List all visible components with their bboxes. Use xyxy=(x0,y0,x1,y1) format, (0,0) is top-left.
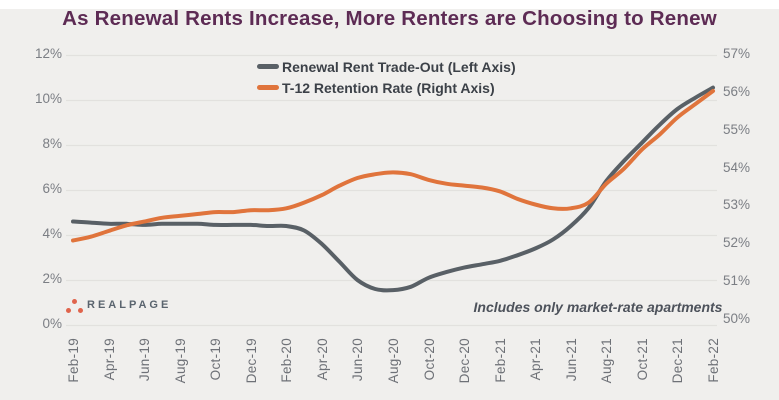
logo-dot xyxy=(66,307,71,313)
legend-item-retention-rate: T-12 Retention Rate (Right Axis) xyxy=(257,77,516,98)
x-axis-tick-label: Feb-21 xyxy=(492,338,508,383)
x-axis-tick-label: Feb-22 xyxy=(706,338,721,383)
left-axis-tick-label: 10% xyxy=(34,91,62,106)
x-axis-tick-label: Apr-20 xyxy=(314,338,330,381)
left-axis-tick-label: 12% xyxy=(34,46,62,61)
x-axis-tick-label: Dec-21 xyxy=(670,338,686,384)
right-axis-tick-label: 52% xyxy=(723,235,751,251)
left-axis-tick-label: 6% xyxy=(42,181,62,196)
x-axis-tick-label: Aug-19 xyxy=(172,338,188,384)
legend-label-renewal-rent: Renewal Rent Trade-Out (Left Axis) xyxy=(282,58,516,75)
logo-dot xyxy=(72,298,77,304)
legend: Renewal Rent Trade-Out (Left Axis) T-12 … xyxy=(257,56,516,98)
x-axis-tick-label: Aug-21 xyxy=(599,338,615,384)
x-axis-tick-label: Dec-20 xyxy=(457,338,473,384)
realpage-logo: REALPAGE xyxy=(64,296,171,314)
series-line-t12-retention-rate xyxy=(71,89,715,243)
x-axis-tick-label: Aug-20 xyxy=(386,338,401,384)
left-axis-tick-label: 0% xyxy=(42,316,62,331)
right-axis-tick-label: 53% xyxy=(723,197,751,213)
x-axis-tick-label: Oct-19 xyxy=(208,338,224,381)
x-axis-tick-label: Apr-21 xyxy=(528,338,544,381)
legend-item-renewal-rent: Renewal Rent Trade-Out (Left Axis) xyxy=(257,56,516,77)
realpage-dots-icon xyxy=(64,298,83,313)
x-axis-tick-label: Jun-20 xyxy=(350,338,366,382)
x-axis-tick-label: Apr-19 xyxy=(101,338,117,381)
x-axis-tick-label: Oct-20 xyxy=(421,338,437,381)
right-axis-tick-label: 57% xyxy=(723,46,751,61)
x-axis-tick-label: Feb-20 xyxy=(279,338,295,383)
right-axis-tick-label: 51% xyxy=(723,273,751,289)
x-axis-tick-label: Feb-19 xyxy=(66,338,81,383)
realpage-logo-text: REALPAGE xyxy=(87,299,172,311)
logo-dot xyxy=(78,307,83,313)
x-axis-tick-label: Oct-21 xyxy=(634,338,650,381)
left-axis-tick-label: 4% xyxy=(42,226,62,241)
footnote-annotation: Includes only market-rate apartments xyxy=(473,299,723,315)
left-axis-tick-label: 8% xyxy=(42,136,62,151)
right-axis-tick-label: 50% xyxy=(723,311,751,326)
left-axis-tick-label: 2% xyxy=(42,271,62,286)
series-line-renewal-rent-trade-out xyxy=(71,85,715,293)
legend-label-retention-rate: T-12 Retention Rate (Right Axis) xyxy=(282,79,495,96)
x-axis-tick-label: Jun-21 xyxy=(563,338,579,382)
right-axis-tick-label: 55% xyxy=(723,121,751,137)
top-strip xyxy=(0,0,779,9)
right-axis-tick-label: 56% xyxy=(723,83,751,99)
chart-title: As Renewal Rents Increase, More Renters … xyxy=(62,7,717,30)
right-axis-tick-label: 54% xyxy=(723,159,751,175)
x-axis-tick-label: Dec-19 xyxy=(243,338,259,384)
retention-rate-line-swatch xyxy=(257,85,279,90)
x-axis-tick-label: Jun-19 xyxy=(137,338,153,382)
renewal-rent-line-swatch xyxy=(257,64,279,69)
